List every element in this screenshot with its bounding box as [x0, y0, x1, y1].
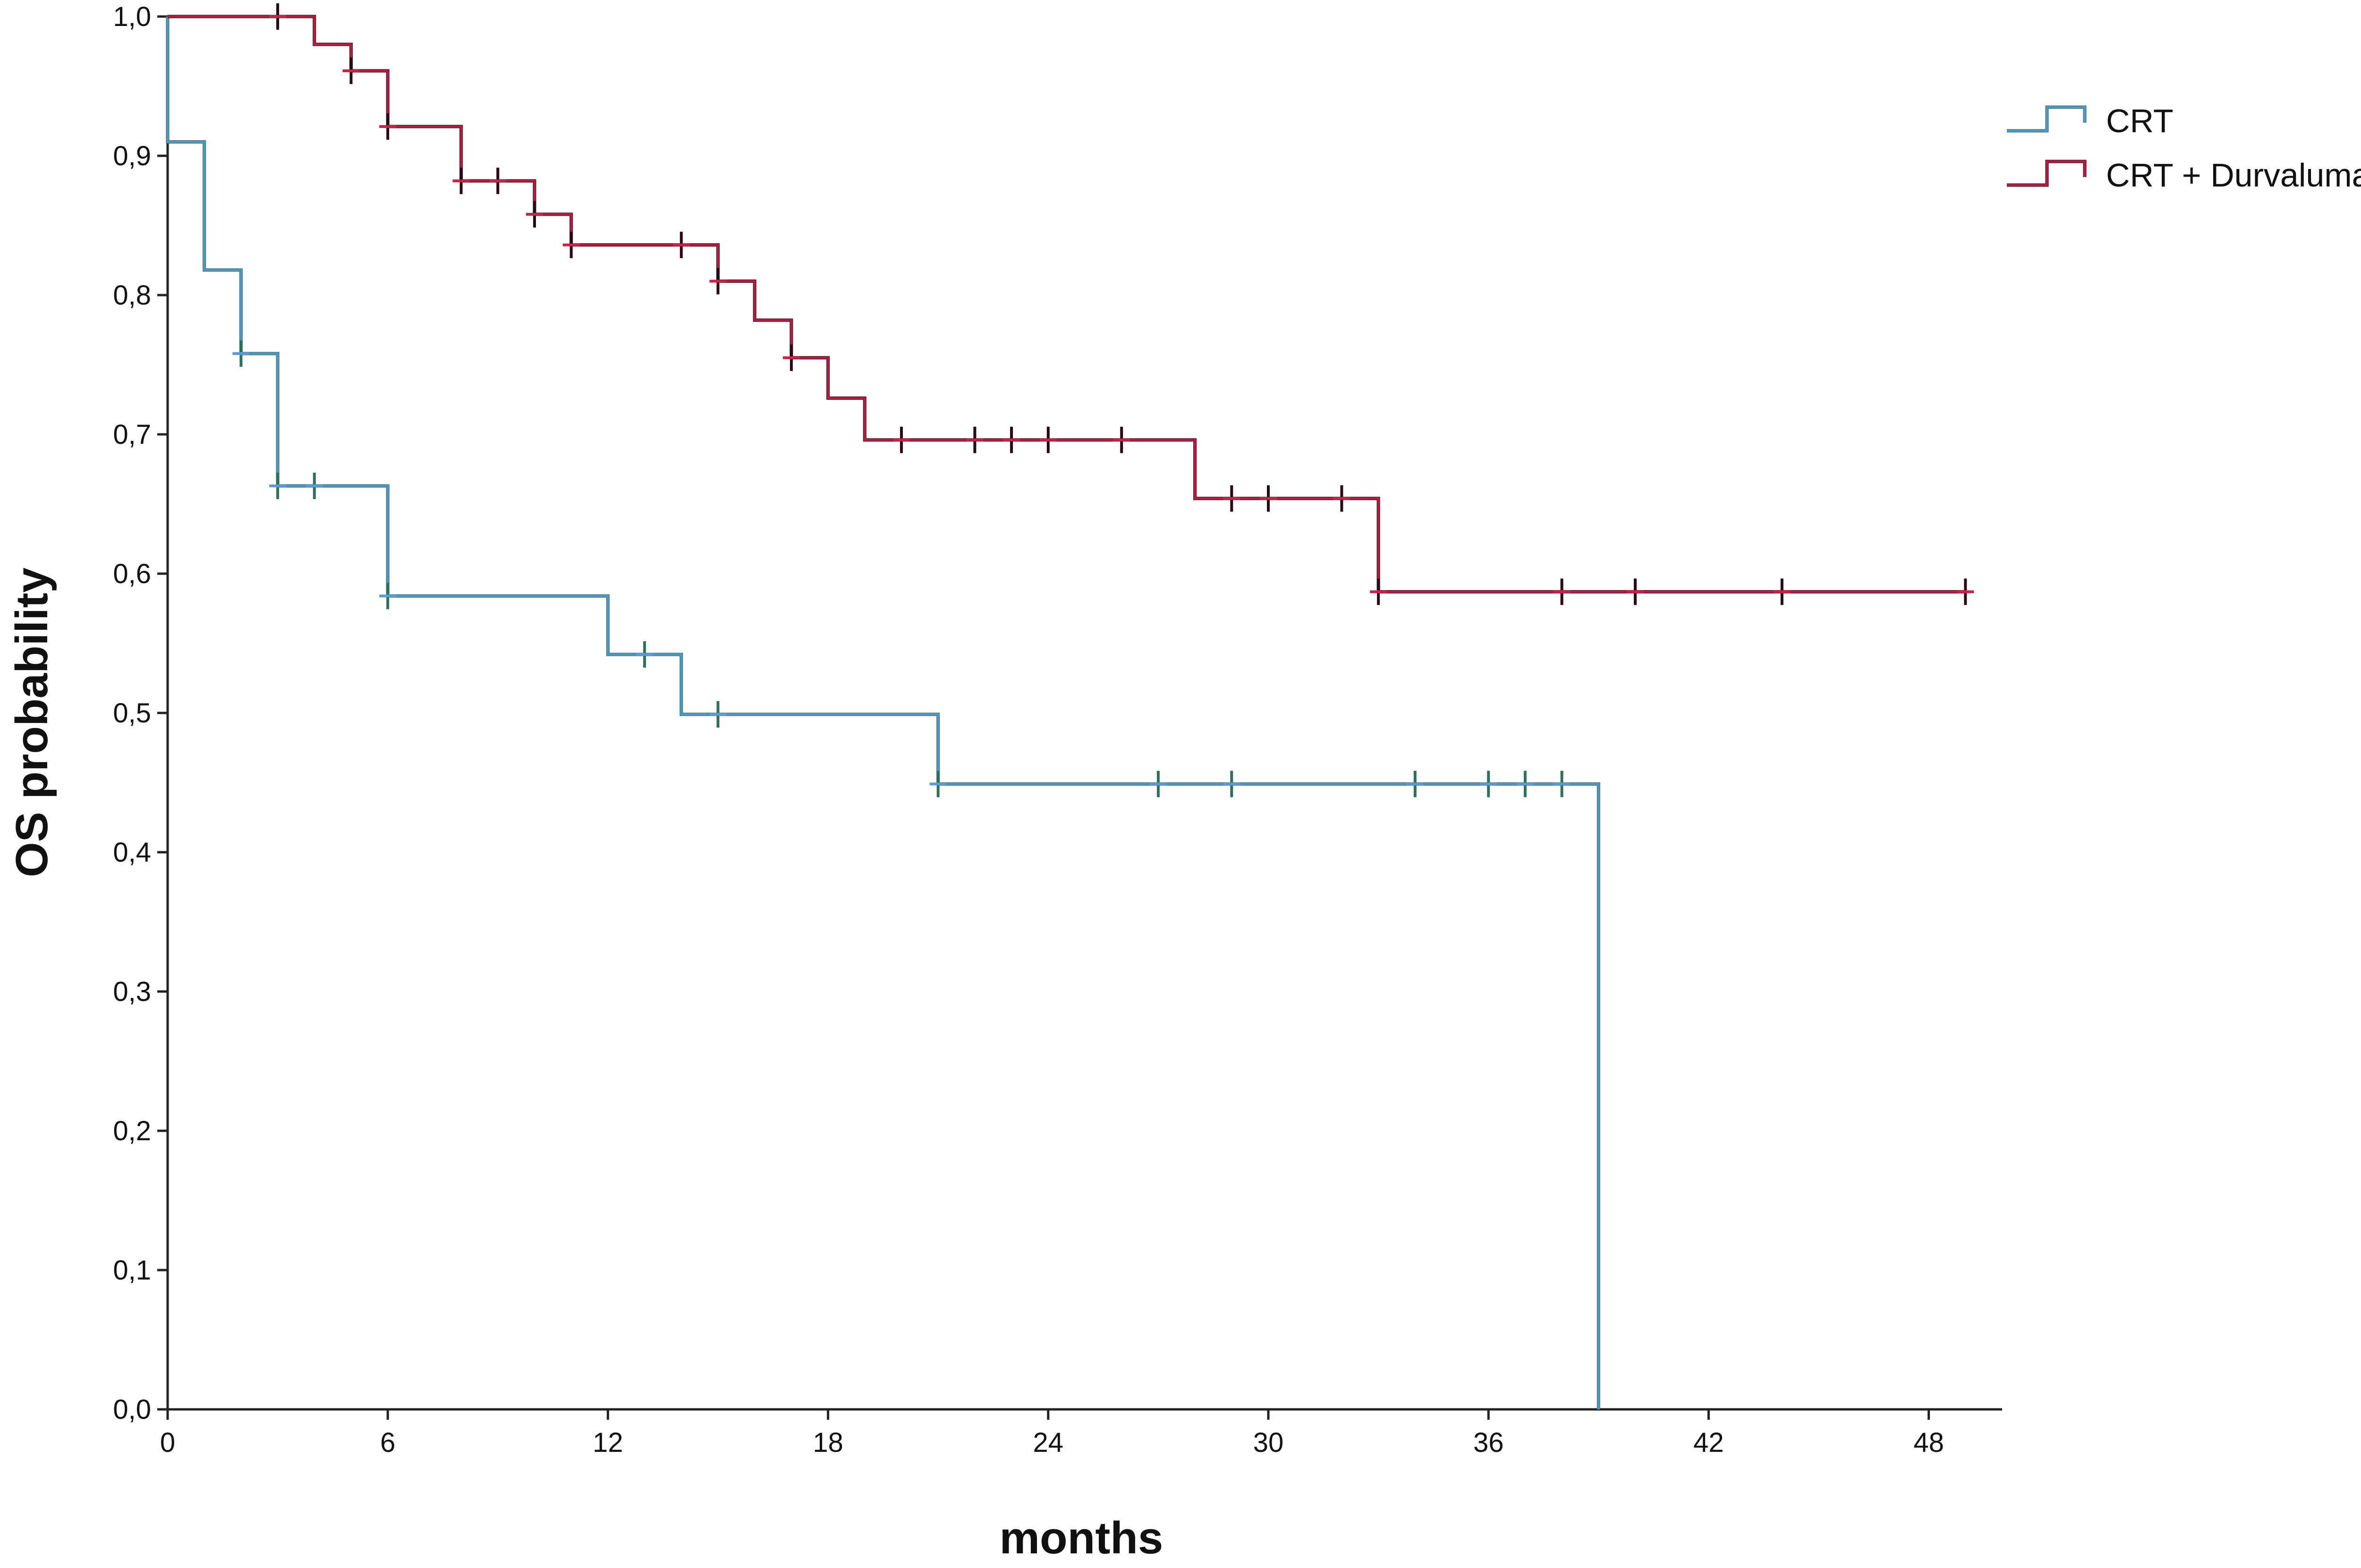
censor-mark: [1113, 426, 1130, 453]
y-tick-label: 0,8: [113, 280, 151, 311]
censor-mark: [1957, 578, 1974, 605]
x-tick-label: 36: [1473, 1427, 1504, 1458]
y-tick-label: 0,3: [113, 976, 151, 1007]
y-tick-label: 0,7: [113, 419, 151, 450]
censor-mark: [1003, 426, 1020, 453]
censor-mark: [269, 3, 287, 30]
censor-mark: [232, 340, 250, 367]
censor-mark: [1627, 578, 1644, 605]
series-crt: [166, 17, 1600, 1409]
y-tick-label: 0,9: [113, 141, 151, 171]
censor-mark: [1039, 426, 1057, 453]
y-tick-label: 0,5: [113, 698, 151, 729]
censor-mark: [709, 268, 727, 295]
series-crt-durvalumab: [168, 3, 1974, 605]
censor-mark: [1370, 578, 1387, 605]
y-axis-ticks: 0,0 0,1 0,2 0,3 0,4 0,5 0,6 0,7 0,8 0,9 1,0: [113, 1, 168, 1425]
censor-mark: [672, 231, 690, 258]
censor-mark: [636, 641, 654, 668]
x-tick-label: 0: [160, 1427, 175, 1458]
x-tick-label: 6: [380, 1427, 395, 1458]
legend-label: CRT + Durvalumab: [2106, 157, 2361, 194]
legend-swatch: [2007, 106, 2086, 132]
censor-mark: [1223, 485, 1240, 512]
legend-item: CRT + Durvalumab: [2007, 157, 2361, 194]
censor-mark: [379, 113, 397, 140]
censor-mark: [452, 168, 470, 195]
y-tick-label: 1,0: [113, 1, 151, 32]
censor-mark: [1516, 771, 1534, 797]
y-tick-label: 0,6: [113, 559, 151, 589]
series-line: [168, 15, 1966, 593]
censor-mark: [893, 426, 910, 453]
censor-mark: [342, 58, 360, 85]
x-tick-label: 48: [1913, 1427, 1944, 1458]
censor-mark: [1553, 578, 1571, 605]
censor-mark: [709, 701, 727, 728]
censor-mark: [526, 201, 543, 228]
censor-mark: [1260, 485, 1277, 512]
series-line: [166, 17, 1600, 1409]
censor-mark: [1480, 771, 1497, 797]
censor-mark: [1149, 771, 1167, 797]
censor-mark: [1223, 771, 1240, 797]
censor-mark: [782, 344, 800, 371]
y-tick-label: 0,4: [113, 837, 151, 868]
x-tick-label: 12: [593, 1427, 623, 1458]
x-tick-label: 24: [1033, 1427, 1064, 1458]
x-tick-label: 18: [813, 1427, 843, 1458]
censor-mark: [379, 583, 397, 610]
y-tick-label: 0,1: [113, 1255, 151, 1286]
x-axis-title: months: [1000, 1513, 1164, 1563]
y-axis-title: OS probability: [7, 568, 57, 877]
series-layer: [166, 3, 1974, 1409]
censor-mark: [1553, 771, 1571, 797]
censor-mark: [966, 426, 984, 453]
x-axis-ticks: 0 6 12 18 24 30 36 42 48: [160, 1409, 1944, 1458]
censor-mark: [929, 771, 947, 797]
censor-mark: [1406, 771, 1424, 797]
censor-mark: [562, 231, 580, 258]
censor-mark: [306, 473, 323, 500]
censor-mark: [269, 473, 287, 500]
legend-swatch: [2007, 160, 2086, 186]
x-tick-label: 30: [1253, 1427, 1284, 1458]
y-tick-label: 0,2: [113, 1116, 151, 1146]
legend-label: CRT: [2106, 102, 2174, 139]
censor-mark: [489, 168, 507, 195]
y-tick-label: 0,0: [113, 1394, 151, 1425]
censor-mark: [1773, 578, 1791, 605]
x-tick-label: 42: [1693, 1427, 1724, 1458]
censor-mark: [1333, 485, 1350, 512]
legend: CRT CRT + Durvalumab: [2007, 102, 2361, 194]
legend-item: CRT: [2007, 102, 2174, 139]
